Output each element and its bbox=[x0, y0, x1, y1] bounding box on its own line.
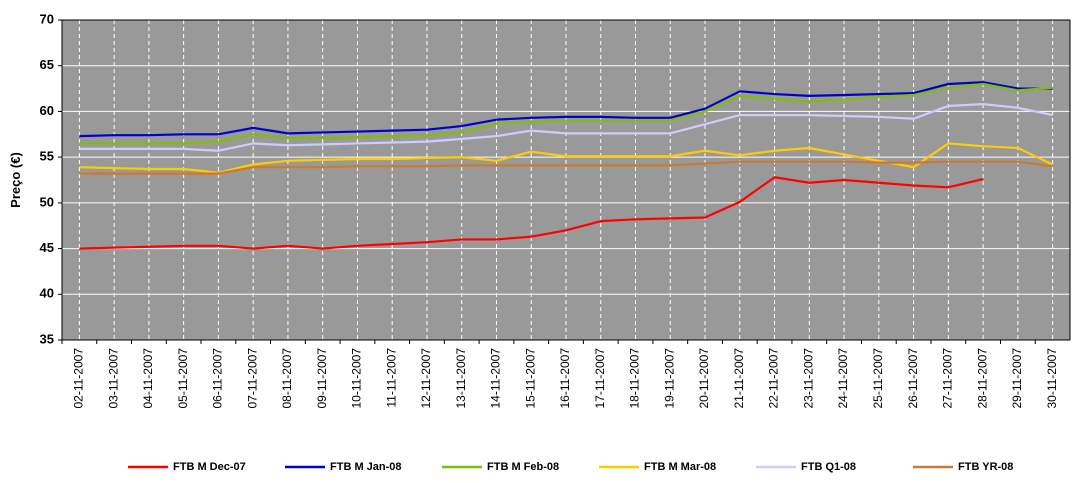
x-tick-label: 05-11-2007 bbox=[176, 348, 190, 409]
x-tick-label: 30-11-2007 bbox=[1045, 348, 1059, 409]
x-tick-label: 04-11-2007 bbox=[141, 348, 155, 409]
y-tick-label: 70 bbox=[40, 11, 54, 26]
y-tick-label: 40 bbox=[40, 286, 54, 301]
y-tick-label: 35 bbox=[40, 331, 54, 346]
x-tick-label: 12-11-2007 bbox=[419, 348, 433, 409]
plot-border bbox=[61, 19, 1071, 341]
legend-label: FTB YR-08 bbox=[958, 461, 1013, 473]
legend-label: FTB M Feb-08 bbox=[487, 461, 559, 473]
plot-area bbox=[62, 20, 1070, 340]
x-tick-label: 17-11-2007 bbox=[593, 348, 607, 409]
y-tick-label: 50 bbox=[40, 194, 54, 209]
legend-label: FTB M Dec-07 bbox=[173, 461, 246, 473]
x-tick-label: 23-11-2007 bbox=[801, 348, 815, 409]
x-tick-label: 03-11-2007 bbox=[106, 348, 120, 409]
x-tick-label: 02-11-2007 bbox=[72, 348, 86, 409]
legend-label: FTB M Jan-08 bbox=[330, 461, 402, 473]
x-tick-label: 29-11-2007 bbox=[1010, 348, 1024, 409]
x-tick-label: 08-11-2007 bbox=[280, 348, 294, 409]
series-line bbox=[79, 176, 984, 250]
y-tick-label: 60 bbox=[40, 103, 54, 118]
series-line bbox=[79, 103, 1053, 152]
x-tick-label: 19-11-2007 bbox=[662, 348, 676, 409]
legend-label: FTB M Mar-08 bbox=[644, 461, 716, 473]
x-tick-label: 20-11-2007 bbox=[697, 348, 711, 409]
x-tick-label: 11-11-2007 bbox=[384, 348, 398, 408]
x-tick-label: 14-11-2007 bbox=[489, 348, 503, 409]
x-tick-label: 13-11-2007 bbox=[454, 348, 468, 409]
series-line bbox=[79, 81, 1053, 138]
y-tick-label: 65 bbox=[40, 57, 54, 72]
x-tick-label: 06-11-2007 bbox=[211, 348, 225, 409]
x-tick-label: 26-11-2007 bbox=[906, 348, 920, 409]
series-line bbox=[79, 160, 1053, 175]
y-tick-label: 55 bbox=[40, 149, 54, 164]
x-tick-label: 24-11-2007 bbox=[836, 348, 850, 409]
y-tick-label: 45 bbox=[40, 240, 54, 255]
x-tick-label: 10-11-2007 bbox=[350, 348, 364, 409]
x-tick-label: 22-11-2007 bbox=[767, 348, 781, 409]
x-tick-label: 07-11-2007 bbox=[245, 348, 259, 409]
x-tick-label: 18-11-2007 bbox=[628, 348, 642, 409]
y-axis-label: Preço (€) bbox=[8, 152, 23, 208]
x-tick-label: 27-11-2007 bbox=[941, 348, 955, 409]
x-tick-label: 28-11-2007 bbox=[975, 348, 989, 409]
series-line bbox=[79, 82, 1053, 145]
x-tick-label: 21-11-2007 bbox=[732, 348, 746, 409]
x-tick-label: 16-11-2007 bbox=[558, 348, 572, 409]
x-tick-label: 25-11-2007 bbox=[871, 348, 885, 409]
x-tick-label: 09-11-2007 bbox=[315, 348, 329, 409]
x-tick-label: 15-11-2007 bbox=[523, 348, 537, 409]
legend-label: FTB Q1-08 bbox=[801, 461, 856, 473]
